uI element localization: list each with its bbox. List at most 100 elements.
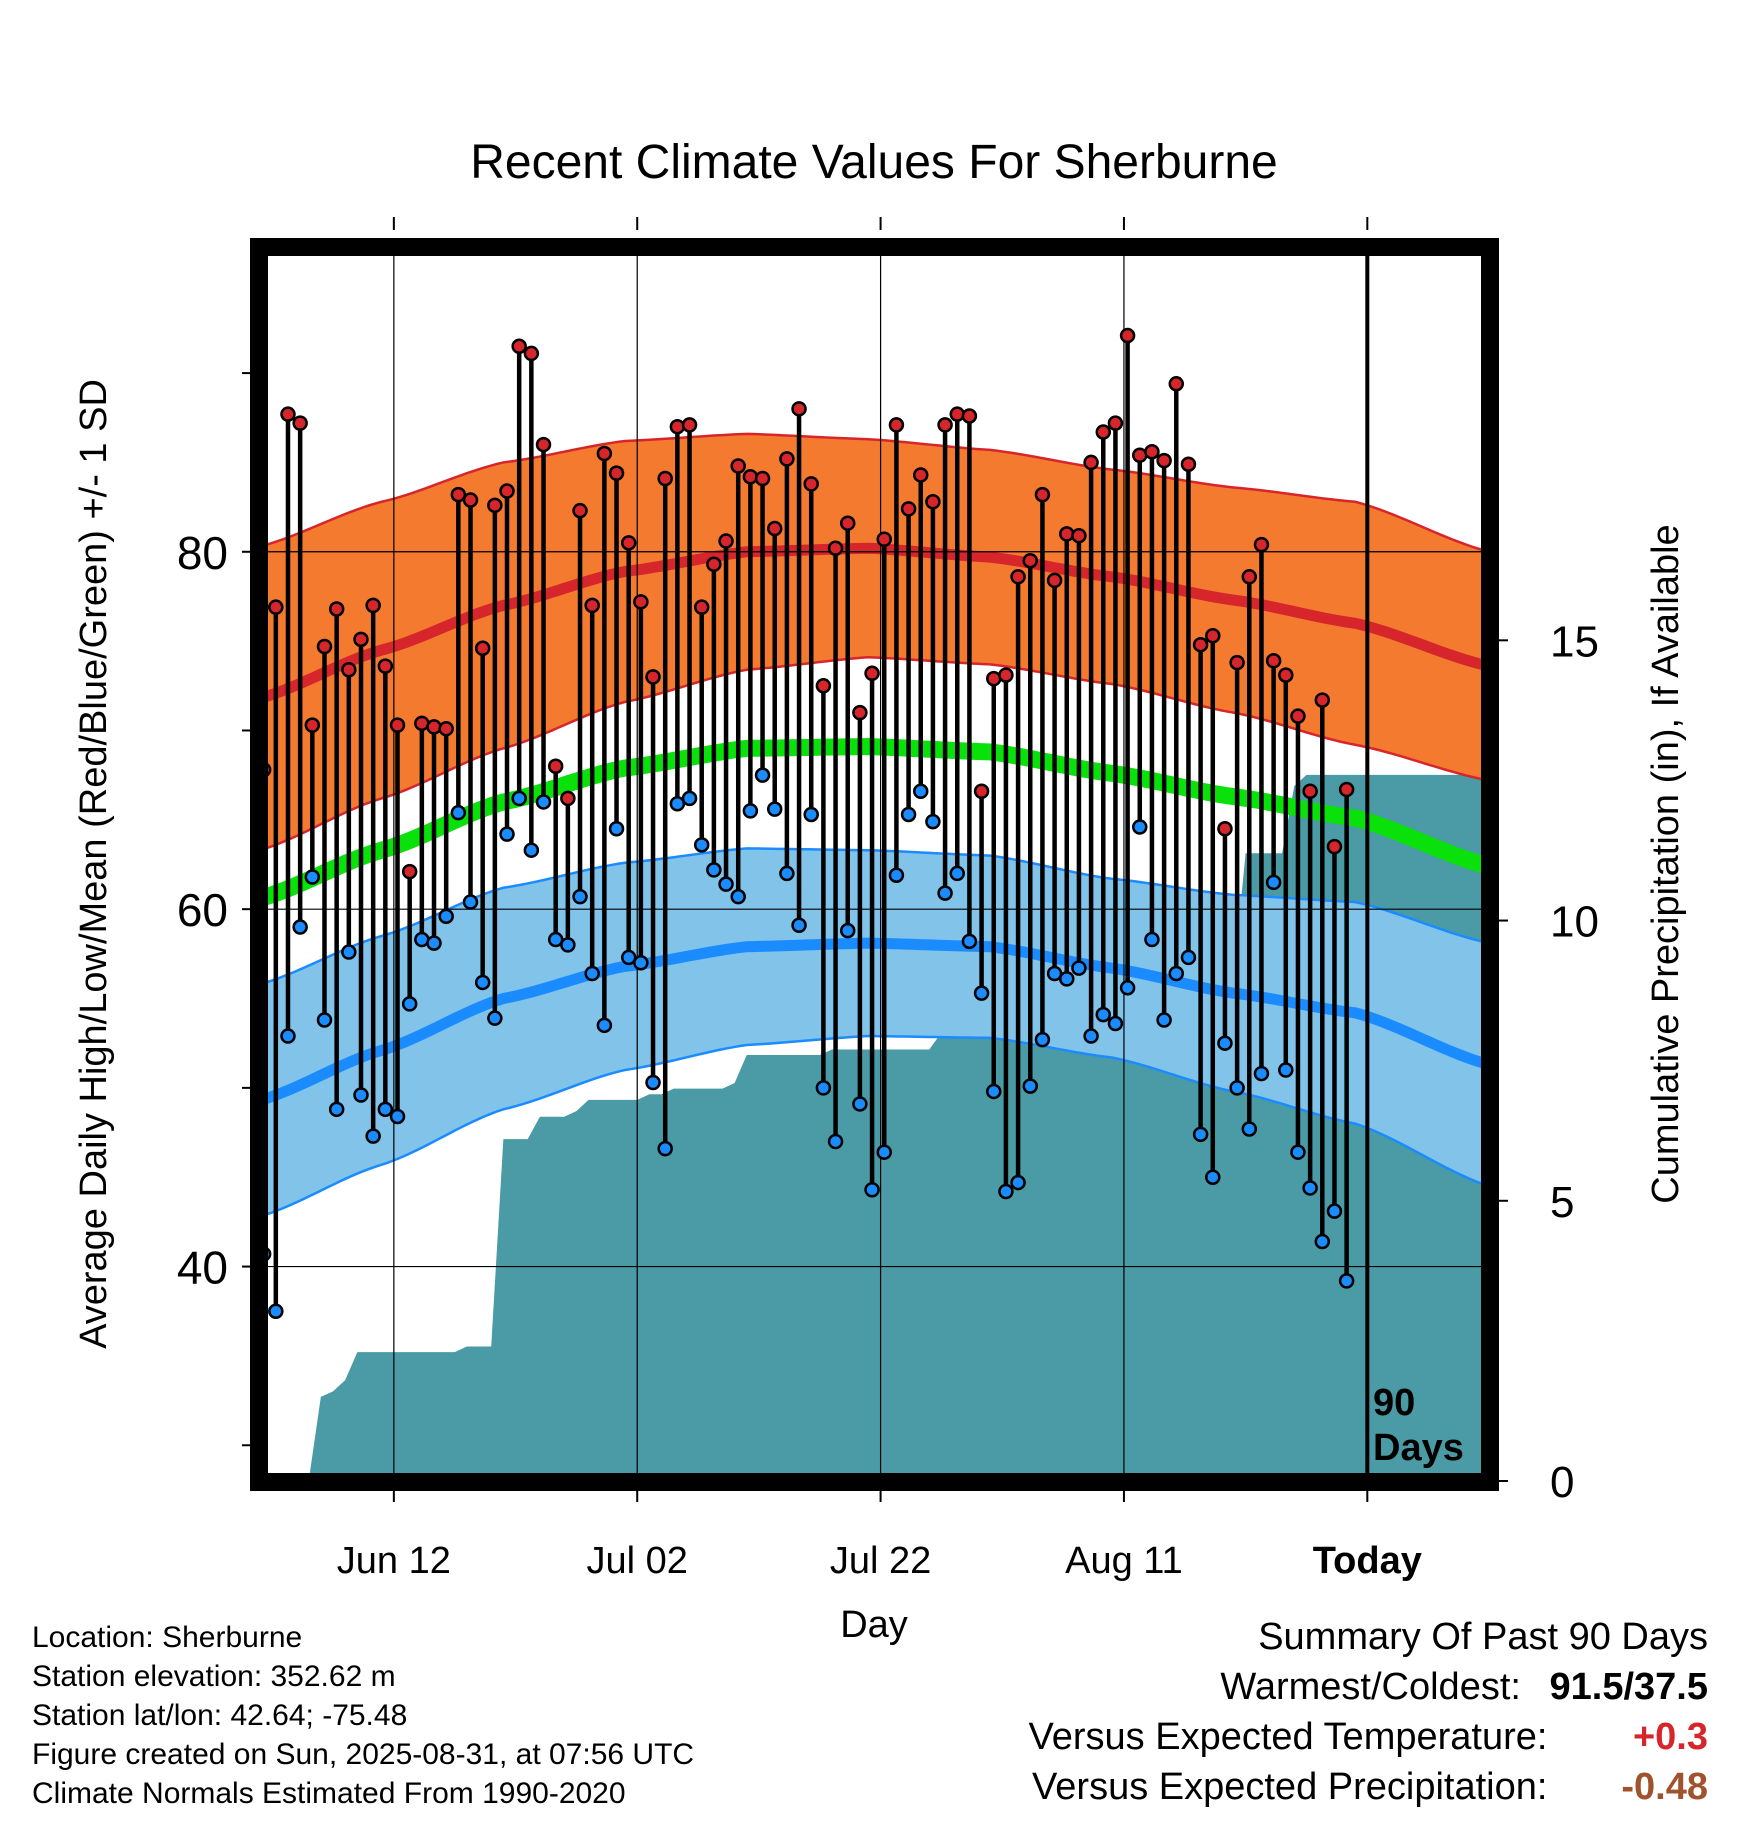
daily-high-point: [657, 470, 673, 487]
daily-high-point: [779, 451, 795, 467]
daily-high-point: [681, 417, 698, 433]
chart-title: Recent Climate Values For Sherburne: [470, 136, 1278, 189]
daily-high-point: [511, 338, 527, 355]
y2-tick-label: 5: [1550, 1178, 1574, 1227]
summary-temp-label: Versus Expected Temperature:: [1028, 1716, 1548, 1758]
y2-tick-label: 0: [1550, 1458, 1574, 1507]
daily-high-point: [328, 601, 345, 617]
daily-high-point: [316, 638, 333, 655]
daily-low-point: [1034, 1031, 1051, 1048]
daily-high-point: [1046, 572, 1063, 589]
daily-low-point: [304, 869, 321, 885]
daily-low-point: [1095, 1006, 1112, 1023]
daily-high-point: [1156, 452, 1172, 469]
daily-low-point: [1083, 1028, 1099, 1044]
daily-high-point: [839, 515, 856, 531]
daily-high-point: [1302, 783, 1318, 799]
daily-low-point: [377, 1101, 394, 1118]
summary-precip-value: -0.48: [1621, 1766, 1708, 1808]
daily-low-point: [645, 1074, 661, 1091]
daily-low-point: [1144, 931, 1160, 948]
daily-high-point: [852, 704, 868, 721]
daily-high-point: [1314, 692, 1331, 708]
daily-high-point: [815, 678, 832, 694]
daily-high-point: [620, 535, 637, 551]
daily-high-point: [730, 458, 746, 474]
daily-low-point: [1253, 1065, 1270, 1082]
daily-high-point: [547, 758, 564, 774]
y2-tick-label: 15: [1550, 617, 1599, 666]
daily-low-point: [633, 955, 649, 971]
daily-low-point: [791, 917, 807, 934]
daily-high-point: [377, 658, 394, 674]
daily-high-point: [1022, 552, 1039, 569]
grid-layer: [260, 248, 1489, 1481]
daily-low-point: [547, 931, 564, 948]
daily-low-point: [426, 935, 442, 951]
daily-high-point: [742, 468, 759, 485]
daily-low-point: [572, 888, 588, 905]
daily-high-point: [572, 502, 588, 519]
daily-high-point: [900, 501, 917, 517]
daily-high-point: [584, 597, 600, 614]
daily-high-point: [973, 783, 990, 799]
daily-high-point: [1144, 443, 1160, 460]
daily-low-point: [766, 801, 783, 817]
y-tick-label: 60: [177, 884, 228, 936]
daily-temperature-sticks: [261, 335, 1349, 1312]
x-axis-label: Day: [840, 1604, 908, 1646]
daily-high-point: [450, 486, 467, 503]
daily-high-point: [1168, 376, 1185, 392]
daily-high-point: [766, 520, 783, 537]
daily-low-point: [1241, 1121, 1258, 1137]
daily-high-point: [791, 401, 807, 417]
daily-low-point: [1180, 949, 1197, 966]
summary-title: Summary Of Past 90 Days: [1258, 1616, 1708, 1658]
daily-high-point: [633, 594, 649, 610]
daily-low-point: [925, 813, 941, 830]
daily-low-point: [1119, 980, 1136, 996]
daily-high-point: [706, 556, 722, 573]
daily-high-point: [596, 445, 613, 462]
daily-low-point: [1192, 1126, 1209, 1143]
daily-low-point: [669, 795, 686, 812]
summary-temp-row: Versus Expected Temperature: +0.3: [1029, 1712, 1708, 1762]
daily-low-point: [1156, 1012, 1172, 1028]
daily-high-point: [341, 661, 357, 678]
x-tick-label: Today: [1313, 1540, 1422, 1582]
daily-high-point: [912, 467, 929, 483]
daily-low-point: [985, 1083, 1002, 1100]
daily-low-point: [499, 826, 515, 842]
daily-low-point: [1046, 965, 1063, 982]
daily-high-point: [669, 418, 686, 435]
daily-low-point: [1059, 971, 1075, 987]
daily-low-point: [280, 1028, 296, 1044]
y2-tick-label: 10: [1550, 898, 1599, 947]
daily-high-point: [645, 669, 661, 685]
axes-layer: 40 60 80 0 5 10 15 Jun 12 Jul 02 Jul 22 Aug 11 Toda…: [177, 217, 1599, 1582]
daily-high-point: [1010, 569, 1026, 585]
daily-low-point: [1071, 960, 1087, 976]
daily-low-point: [1205, 1169, 1221, 1185]
daily-high-point: [718, 533, 734, 549]
info-normals: Climate Normals Estimated From 1990-2020: [32, 1777, 626, 1810]
daily-low-point: [462, 894, 479, 910]
daily-low-point: [1302, 1180, 1318, 1196]
daily-low-point: [1168, 965, 1185, 982]
daily-low-point: [1229, 1080, 1245, 1096]
daily-low-point: [937, 885, 953, 901]
summary-panel: Summary Of Past 90 Days Warmest/Coldest:…: [1029, 1612, 1708, 1812]
daily-low-point: [450, 804, 467, 821]
daily-high-point: [998, 667, 1014, 683]
y2-axis-label: Cumulative Precipitation (in), If Availa…: [1645, 524, 1687, 1203]
daily-low-point: [827, 1133, 844, 1150]
daily-low-point: [511, 790, 527, 807]
daily-high-point: [1205, 628, 1221, 644]
daily-high-point: [1083, 454, 1099, 471]
daily-low-point: [742, 803, 759, 819]
info-elevation: Station elevation: 352.62 m: [32, 1660, 396, 1693]
daily-high-point: [949, 406, 965, 422]
x-tick-label: Jul 22: [830, 1540, 931, 1582]
daily-high-point: [560, 790, 576, 807]
daily-low-point: [803, 806, 819, 823]
